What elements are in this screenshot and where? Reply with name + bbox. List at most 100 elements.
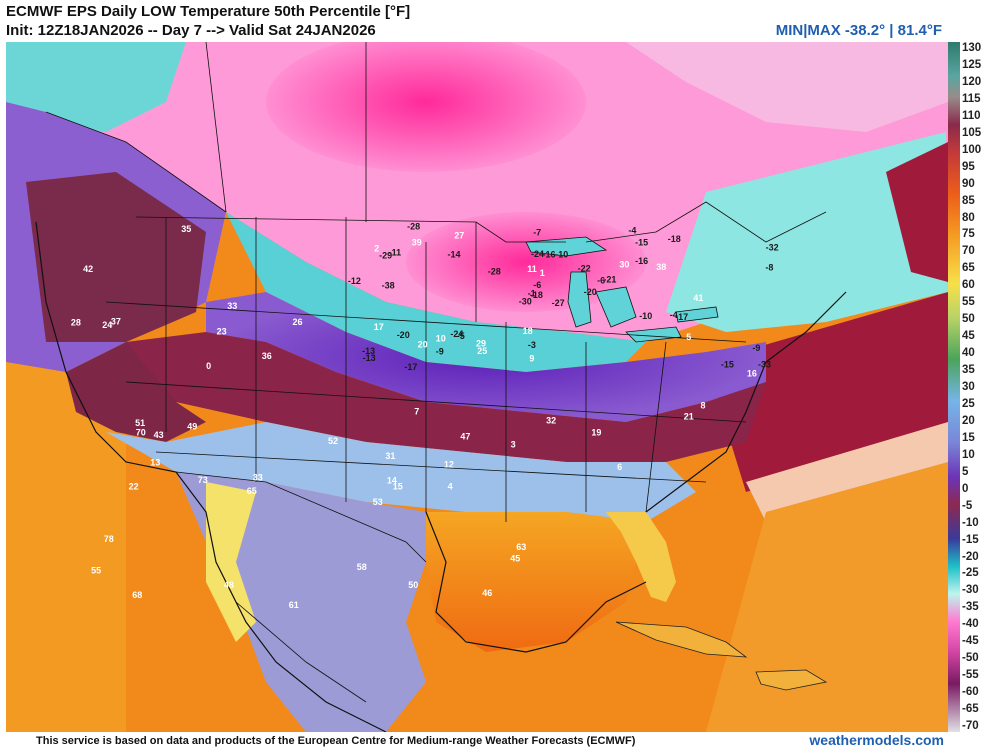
map-title: ECMWF EPS Daily LOW Temperature 50th Per…: [6, 3, 411, 20]
colorbar-tick: 30: [962, 381, 975, 393]
brand-link[interactable]: weathermodels.com: [809, 732, 944, 748]
colorbar-tick: 105: [962, 126, 982, 139]
station-value: 65: [247, 486, 257, 496]
station-value: -8: [765, 263, 773, 273]
station-value: 70: [136, 428, 146, 438]
great-lakes: [525, 236, 719, 343]
colorbar-tick: 110: [962, 109, 981, 122]
station-value: 58: [357, 562, 367, 572]
station-value: -18: [530, 290, 543, 300]
station-value: -11: [389, 248, 402, 258]
station-value: 36: [262, 351, 272, 361]
colorbar-tick: 130: [962, 42, 982, 54]
station-value: 27: [454, 230, 464, 240]
station-value: 11: [527, 264, 537, 274]
colorbar-tick: 45: [962, 330, 975, 343]
station-value: 25: [477, 346, 487, 356]
station-value: -14: [448, 250, 461, 260]
station-value: 46: [482, 588, 492, 598]
station-value: -28: [488, 267, 501, 277]
station-value: -18: [668, 234, 681, 244]
station-value: -22: [578, 264, 591, 274]
station-value: -17: [404, 362, 417, 372]
colorbar-tick: 60: [962, 279, 975, 292]
colorbar-tick: 20: [962, 414, 975, 427]
station-value: -13: [363, 353, 376, 363]
station-value: 20: [418, 339, 428, 349]
station-value: -9: [752, 343, 760, 353]
station-value: 61: [289, 600, 299, 610]
colorbar-tick: 65: [962, 262, 975, 275]
station-value: 19: [591, 427, 601, 437]
colorbar-tick: -35: [962, 601, 979, 614]
newfoundland-red: [886, 142, 948, 282]
attribution-text: This service is based on data and produc…: [36, 735, 636, 747]
colorbar-tick: 95: [962, 160, 975, 173]
colorbar-tick: 100: [962, 143, 982, 156]
cuba-island: [615, 621, 748, 658]
northeast-canada-pink: [626, 42, 948, 132]
baja-yellow: [206, 482, 256, 642]
station-value: -24: [450, 329, 463, 339]
station-value: -30: [519, 297, 532, 307]
colorbar-tick: 5: [962, 465, 969, 478]
station-value: -38: [382, 281, 395, 291]
station-value: 33: [253, 473, 263, 483]
colorbar-tick: -50: [962, 652, 979, 665]
station-value: 17: [374, 322, 384, 332]
temperature-map[interactable]: -27 -29 -18 -13 -6 -5 -4 -10 -15 -20 -28 -33 -38 -32-…: [6, 42, 948, 732]
station-value: -10: [639, 311, 652, 321]
station-value: 47: [460, 431, 470, 441]
station-value: 68: [132, 590, 142, 600]
station-value: 5: [686, 332, 691, 342]
colorbar-tick: -40: [962, 618, 979, 631]
colorbar-tick: 80: [962, 211, 975, 224]
station-value: 13: [150, 458, 160, 468]
station-value: -3: [528, 340, 536, 350]
colorbar-tick: 50: [962, 313, 975, 326]
florida-peninsula: [606, 512, 676, 602]
station-value: -5: [457, 331, 465, 341]
station-value: 29: [476, 339, 486, 349]
colorbar-tick: -25: [962, 567, 979, 580]
station-value: 45: [510, 554, 520, 564]
arctic-cold-core: [266, 42, 586, 172]
northwest-maroon: [26, 172, 206, 342]
station-value: -6: [533, 280, 541, 290]
station-value: 26: [293, 317, 303, 327]
colorbar-tick: -55: [962, 669, 979, 682]
station-value: 78: [104, 534, 114, 544]
station-value: 14: [387, 475, 397, 485]
station-value: -33: [758, 360, 771, 370]
colorbar-tick: -20: [962, 550, 979, 563]
station-value: 55: [91, 565, 101, 575]
station-value: -24: [531, 249, 544, 259]
station-value: 2: [374, 244, 379, 254]
alaska-cyan: [6, 42, 186, 132]
colorbar-tick: -15: [962, 533, 979, 546]
station-value: 12: [444, 460, 454, 470]
northern-plains-cyan: [226, 212, 646, 372]
station-value: 73: [198, 475, 208, 485]
station-value: -28: [407, 222, 420, 232]
station-value: 21: [684, 412, 694, 422]
colorbar-tick: -65: [962, 703, 979, 716]
station-value: -4: [628, 226, 636, 236]
station-value: 51: [135, 418, 145, 428]
map-canvas: -27-29-18-13-6-5-4-10-15-20-28-33-38-32-…: [6, 42, 948, 732]
station-value: -10: [555, 249, 568, 259]
colorbar-tick: 40: [962, 347, 975, 360]
colorbar-tick: 120: [962, 75, 982, 88]
station-value: -15: [635, 238, 648, 248]
station-value: -9: [436, 347, 444, 357]
colorbar-tick: 55: [962, 296, 975, 309]
quebec-cyan: [666, 132, 948, 332]
colorbar-tick: -10: [962, 516, 979, 529]
station-value: 24: [102, 320, 112, 330]
station-labels: -27-29-18-13-6-5-4-10-15-20-28-33-38-32-…: [71, 222, 779, 611]
colorbar-tick: 85: [962, 194, 975, 207]
station-value: -1: [528, 288, 536, 298]
atlantic-warm: [706, 462, 948, 732]
west-coastline: [35, 221, 387, 732]
station-value: -4: [670, 310, 678, 320]
